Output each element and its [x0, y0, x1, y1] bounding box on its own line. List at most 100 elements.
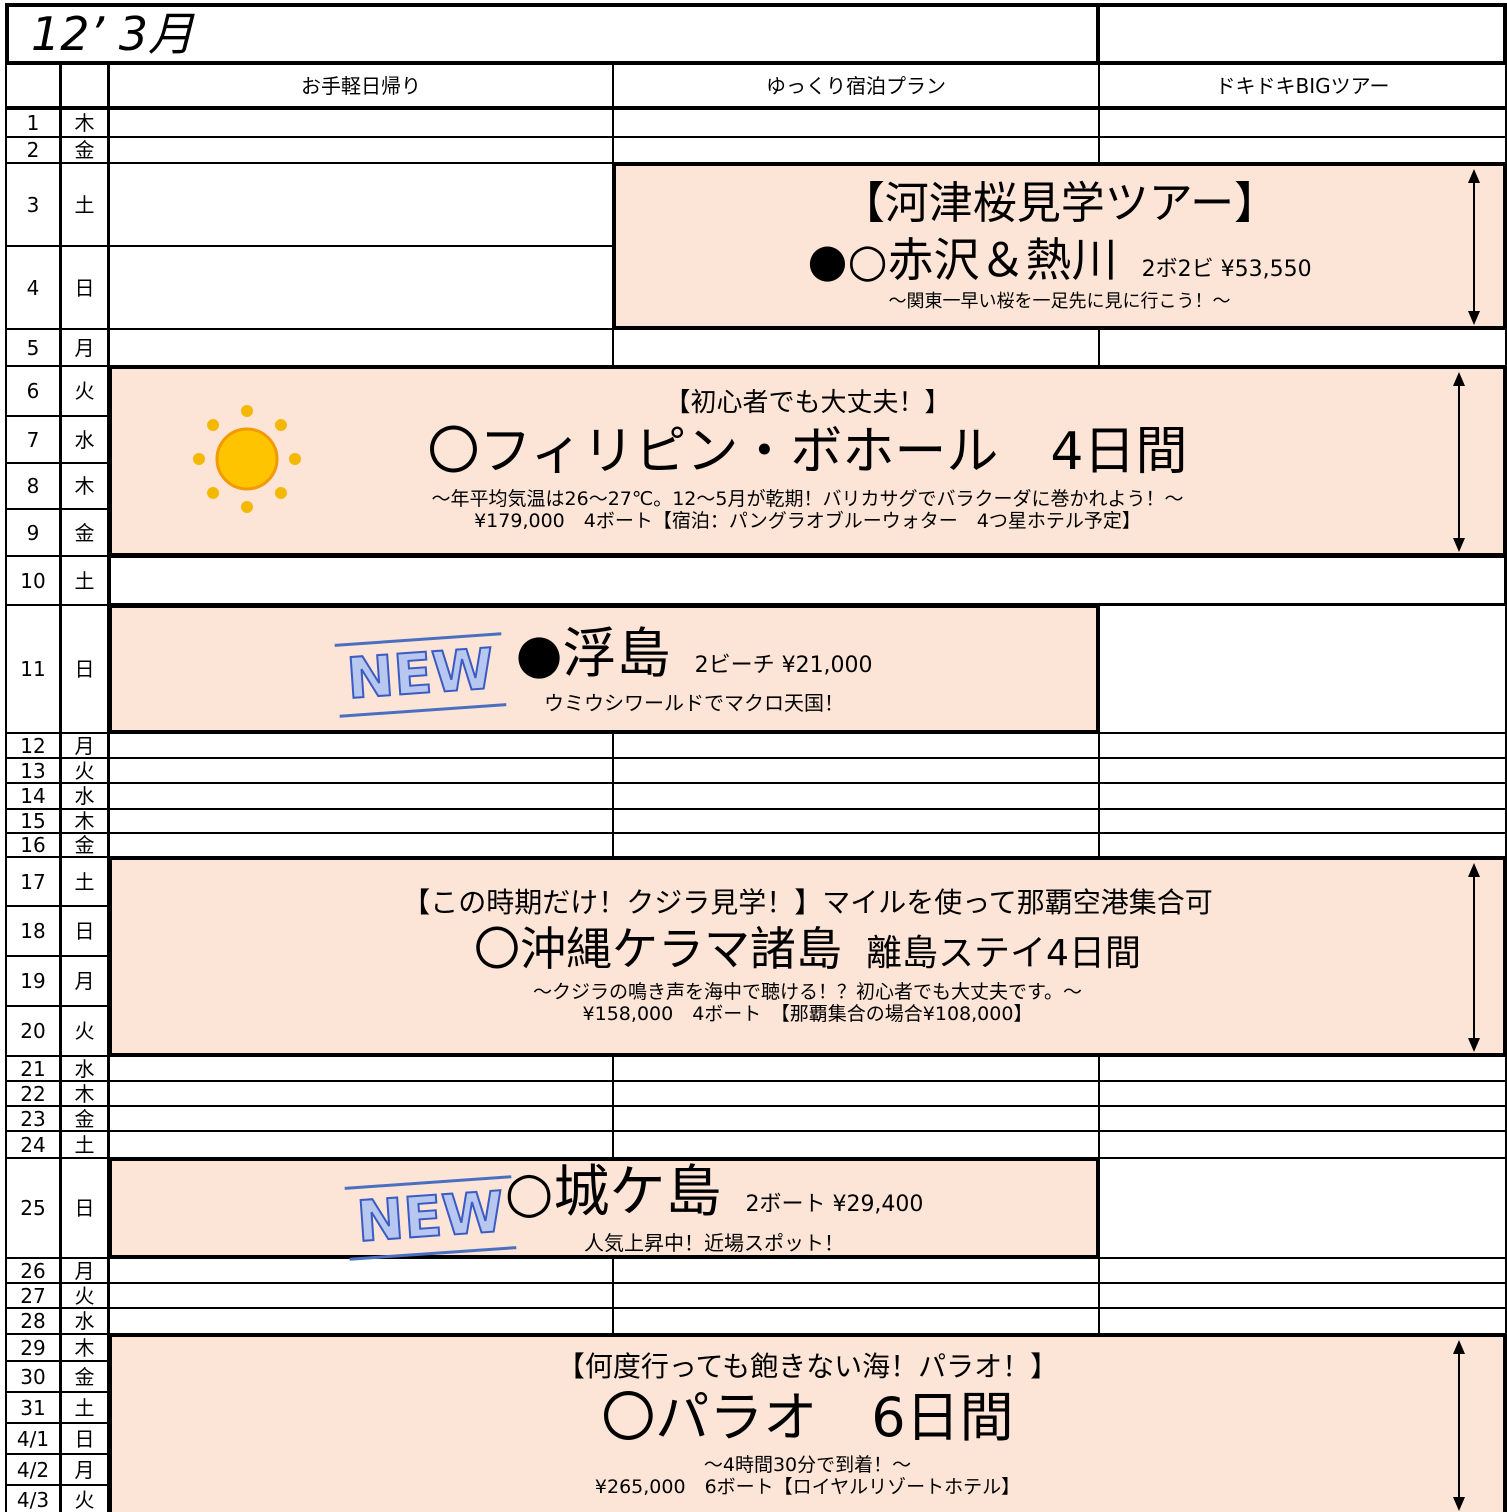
cell — [108, 782, 614, 810]
day-number: 9 — [5, 508, 61, 557]
weekday: 金 — [60, 508, 109, 557]
cell — [108, 1282, 614, 1309]
event-note: ¥265,000 6ボート【ロイヤルリゾートホテル】 — [594, 1475, 1021, 1498]
cell — [1098, 1282, 1507, 1309]
cell — [1098, 1055, 1507, 1082]
event-heading: 【河津桜見学ツアー】 — [840, 177, 1279, 229]
day-number: 22 — [5, 1080, 61, 1107]
day-number: 21 — [5, 1055, 61, 1082]
weekday: 金 — [60, 832, 109, 858]
cell — [1098, 604, 1507, 734]
day-number: 30 — [5, 1360, 61, 1393]
weekday: 土 — [60, 555, 109, 606]
cell — [1098, 1257, 1507, 1284]
cell — [1098, 108, 1507, 138]
day-number: 4/3 — [5, 1484, 61, 1512]
weekday: 金 — [60, 1105, 109, 1132]
column-header: お手軽日帰り — [108, 63, 614, 108]
day-number: 28 — [5, 1307, 61, 1335]
cell — [612, 1130, 1100, 1159]
day-number: 27 — [5, 1282, 61, 1309]
cell — [108, 808, 614, 834]
event-name: 〇パラオ 6日間 — [601, 1385, 1014, 1449]
event-block: 【何度行っても飽きない海！パラオ！】 〇パラオ 6日間 ～4時間30分で到着！～ ¥2… — [108, 1333, 1507, 1512]
day-number: 25 — [5, 1157, 61, 1259]
new-badge: NEW — [344, 1175, 517, 1262]
day-number: 12 — [5, 732, 61, 759]
day-number: 2 — [5, 136, 61, 164]
cell — [612, 732, 1100, 759]
weekday: 水 — [60, 782, 109, 810]
weekday: 月 — [60, 1257, 109, 1284]
weekday: 土 — [60, 856, 109, 907]
event-note: ¥179,000 4ボート【宿泊：パングラオブルーウォター 4つ星ホテル予定】 — [474, 509, 1141, 532]
cell — [1098, 328, 1507, 367]
cell — [1098, 1130, 1507, 1159]
cell — [1098, 832, 1507, 858]
cell — [612, 808, 1100, 834]
cell — [1098, 808, 1507, 834]
weekday: 金 — [60, 136, 109, 164]
day-number: 8 — [5, 462, 61, 510]
weekday: 木 — [60, 108, 109, 138]
cell — [612, 1307, 1100, 1335]
event-note: ～4時間30分で到着！～ — [703, 1453, 912, 1476]
weekday: 日 — [60, 1157, 109, 1259]
day-number: 26 — [5, 1257, 61, 1284]
event-name: ●浮島 — [515, 622, 671, 686]
weekday: 水 — [60, 415, 109, 464]
event-name: ●○赤沢＆熱川 — [807, 232, 1118, 287]
weekday: 日 — [60, 905, 109, 957]
event-title-row: ●浮島 2ビーチ ¥21,000 — [515, 623, 872, 685]
weekday: 木 — [60, 462, 109, 510]
cell — [612, 757, 1100, 784]
day-number: 11 — [5, 604, 61, 734]
day-number: 24 — [5, 1130, 61, 1159]
day-number: 29 — [5, 1333, 61, 1362]
day-number: 4 — [5, 245, 61, 330]
weekday: 土 — [60, 1391, 109, 1424]
day-number: 20 — [5, 1005, 61, 1057]
weekday: 金 — [60, 1360, 109, 1393]
day-number: 4/2 — [5, 1453, 61, 1486]
event-sub: 2ボ2ビ ¥53,550 — [1141, 256, 1312, 282]
event-note: ¥158,000 4ボート 【那覇集合の場合¥108,000】 — [582, 1003, 1033, 1026]
weekday: 月 — [60, 732, 109, 759]
weekday: 土 — [60, 162, 109, 247]
event-note: ～関東一早い桜を一足先に見に行こう！～ — [888, 291, 1231, 313]
cell — [1098, 136, 1507, 164]
event-block: NEW ○城ケ島 2ボート ¥29,400 人気上昇中！近場スポット！ — [108, 1157, 1100, 1262]
weekday: 月 — [60, 955, 109, 1007]
cell — [108, 1055, 614, 1082]
cell — [108, 1257, 614, 1284]
weekday: 火 — [60, 1484, 109, 1512]
merged-cell — [108, 555, 1507, 606]
cell — [612, 108, 1100, 138]
event-sub: 離島ステイ4日間 — [866, 933, 1141, 975]
event-sub: 2ボート ¥29,400 — [745, 1192, 924, 1218]
cell — [108, 1130, 614, 1159]
event-block: NEW ●浮島 2ビーチ ¥21,000 ウミウシワールドでマクロ天国！ — [108, 604, 1100, 734]
weekday: 月 — [60, 1453, 109, 1486]
weekday: 火 — [60, 757, 109, 784]
weekday: 火 — [60, 1282, 109, 1309]
event-block: 【河津桜見学ツアー】 ●○赤沢＆熱川 2ボ2ビ ¥53,550 ～関東一早い桜を一足先… — [612, 162, 1507, 330]
column-header: ゆっくり宿泊プラン — [612, 63, 1100, 108]
day-number: 4/1 — [5, 1422, 61, 1455]
event-name: ○城ケ島 — [504, 1160, 722, 1226]
weekday: 水 — [60, 1307, 109, 1335]
weekday: 土 — [60, 1130, 109, 1159]
weekday: 日 — [60, 245, 109, 330]
event-name: 〇沖縄ケラマ諸島 — [474, 922, 843, 977]
event-title-row: 〇フィリピン・ボホール 4日間 — [427, 422, 1187, 483]
event-sub: 2ビーチ ¥21,000 — [694, 653, 873, 679]
cell — [1098, 757, 1507, 784]
cell — [612, 782, 1100, 810]
title: 12’ 3月 — [5, 3, 1100, 65]
duration-arrow — [1453, 372, 1465, 552]
weekday: 日 — [60, 604, 109, 734]
day-number: 6 — [5, 365, 61, 417]
day-number: 3 — [5, 162, 61, 247]
new-badge: NEW — [334, 632, 507, 719]
